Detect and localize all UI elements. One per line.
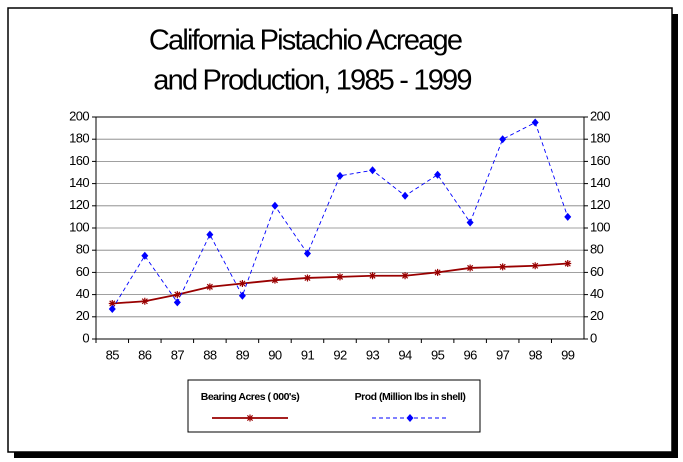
- y-tick-label: 0: [82, 330, 89, 345]
- point: [303, 274, 311, 282]
- point: [246, 414, 254, 422]
- y-tick-label: 180: [69, 131, 89, 146]
- y2-tick-label: 180: [590, 131, 610, 146]
- point: [108, 299, 116, 307]
- y2-tick-label: 20: [590, 308, 604, 323]
- x-tick-label: 85: [106, 347, 120, 362]
- x-tick-label: 89: [236, 347, 250, 362]
- point: [499, 263, 507, 271]
- x-tick-label: 99: [561, 347, 575, 362]
- y2-tick-label: 140: [590, 175, 610, 190]
- x-tick-label: 91: [301, 347, 315, 362]
- y-tick-label: 80: [76, 242, 90, 257]
- y2-tick-label: 80: [590, 242, 604, 257]
- x-tick-label: 97: [496, 347, 510, 362]
- legend-box: [187, 379, 481, 433]
- point: [303, 249, 311, 258]
- y2-tick-label: 40: [590, 286, 604, 301]
- x-tick-label: 93: [366, 347, 380, 362]
- point: [499, 135, 507, 144]
- point: [206, 283, 214, 291]
- y-tick-label: 200: [69, 108, 89, 123]
- chart-title: California Pistachio Acreage: [149, 25, 462, 57]
- x-tick-label: 98: [529, 347, 543, 362]
- point: [401, 191, 409, 200]
- y-tick-label: 60: [76, 264, 90, 279]
- point: [564, 260, 572, 268]
- y-tick-label: 100: [69, 219, 89, 234]
- legend-label: Bearing Acres ( 000's): [201, 391, 300, 403]
- point: [141, 251, 149, 260]
- point: [336, 273, 344, 281]
- x-tick-label: 95: [431, 347, 445, 362]
- point: [406, 414, 414, 422]
- point: [336, 171, 344, 180]
- x-tick-label: 88: [203, 347, 217, 362]
- point: [173, 291, 181, 299]
- y2-tick-label: 60: [590, 264, 604, 279]
- point: [401, 272, 409, 280]
- point: [173, 298, 181, 307]
- y-tick-label: 120: [69, 197, 89, 212]
- x-tick-label: 92: [333, 347, 347, 362]
- point: [238, 291, 246, 300]
- plot-area: [95, 116, 585, 340]
- point: [141, 297, 149, 305]
- y2-tick-label: 200: [590, 108, 610, 123]
- point: [238, 280, 246, 287]
- point: [564, 212, 572, 221]
- point: [434, 268, 442, 276]
- y-tick-label: 140: [69, 175, 89, 190]
- point: [434, 170, 442, 179]
- point: [108, 305, 116, 314]
- x-tick-label: 96: [464, 347, 478, 362]
- x-tick-label: 86: [138, 347, 152, 362]
- point: [466, 264, 474, 272]
- chart-title: and Production, 1985 - 1999: [153, 65, 471, 97]
- x-tick-label: 87: [171, 347, 185, 362]
- legend-label: Prod (Million lbs in shell): [355, 391, 466, 403]
- y2-tick-label: 0: [590, 330, 597, 345]
- point: [369, 272, 377, 280]
- y2-tick-label: 100: [590, 219, 610, 234]
- x-tick-label: 90: [268, 347, 282, 362]
- point: [369, 166, 377, 175]
- series-line: [111, 121, 569, 310]
- y-tick-label: 40: [76, 286, 90, 301]
- point: [271, 276, 279, 284]
- y2-tick-label: 160: [590, 153, 610, 168]
- x-tick-label: 94: [398, 347, 412, 362]
- frame: [7, 7, 673, 453]
- point: [206, 230, 214, 239]
- point: [531, 262, 539, 270]
- y-tick-label: 160: [69, 153, 89, 168]
- y-tick-label: 20: [76, 308, 90, 323]
- point: [466, 218, 474, 227]
- point: [531, 118, 539, 127]
- y2-tick-label: 120: [590, 197, 610, 212]
- point: [271, 201, 279, 210]
